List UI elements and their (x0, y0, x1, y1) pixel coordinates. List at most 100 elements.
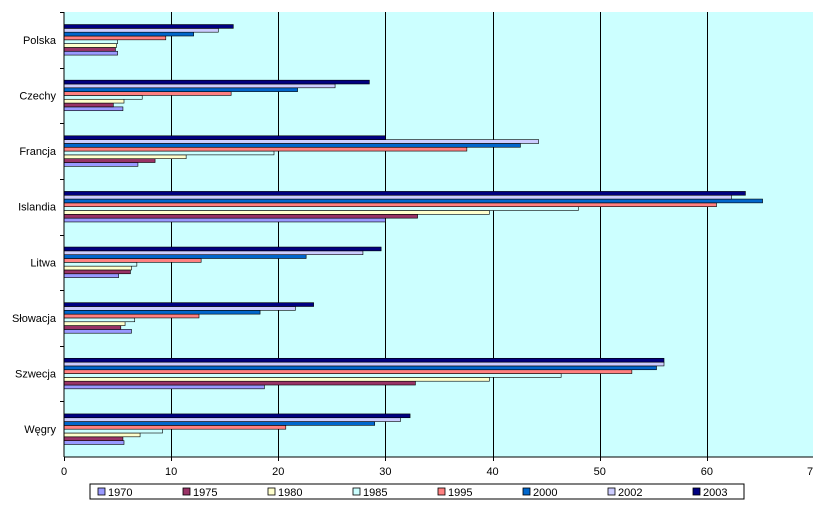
bar-1975-islandia (64, 214, 418, 218)
bar-1970-węgry (64, 441, 124, 445)
bar-2003-czechy (64, 80, 369, 84)
bar-1970-słowacja (64, 329, 132, 333)
category-label: Francja (19, 146, 57, 158)
category-label: Węgry (24, 424, 56, 436)
bar-1970-francja (64, 163, 138, 167)
bar-1970-litwa (64, 274, 119, 278)
category-label: Polska (23, 35, 57, 47)
bar-2003-polska (64, 25, 233, 29)
bar-1970-polska (64, 51, 118, 55)
legend-label: 2000 (533, 487, 557, 499)
legend-swatch (608, 488, 615, 495)
category-label: Litwa (30, 257, 57, 269)
x-tick-label: 0 (61, 466, 67, 478)
bar-1985-węgry (64, 429, 163, 433)
x-tick-label: 30 (379, 466, 391, 478)
bar-1995-litwa (64, 259, 201, 263)
bar-1975-szwecja (64, 381, 415, 385)
bar-1975-węgry (64, 437, 123, 441)
bar-2002-węgry (64, 418, 400, 422)
legend-swatch (353, 488, 360, 495)
bar-2003-szwecja (64, 358, 664, 362)
bar-1970-islandia (64, 218, 385, 222)
bar-1970-szwecja (64, 385, 264, 389)
bar-1985-słowacja (64, 318, 135, 322)
bar-1980-litwa (64, 266, 132, 270)
legend-label: 2003 (703, 487, 727, 499)
legend-swatch (268, 488, 275, 495)
bar-1970-czechy (64, 107, 123, 111)
bar-2000-szwecja (64, 366, 657, 370)
legend-swatch (98, 488, 105, 495)
x-tick-label: 20 (272, 466, 284, 478)
bar-2002-polska (64, 28, 218, 32)
bar-1995-węgry (64, 425, 286, 429)
plot-area (64, 12, 813, 457)
legend-label: 2002 (618, 487, 642, 499)
bar-1985-czechy (64, 95, 142, 99)
legend-label: 1980 (278, 487, 302, 499)
bar-2000-islandia (64, 199, 763, 203)
bar-1985-islandia (64, 207, 578, 211)
category-label: Islandia (18, 202, 57, 214)
bar-2000-czechy (64, 88, 298, 92)
bar-2003-węgry (64, 414, 410, 418)
bar-2002-czechy (64, 84, 335, 88)
legend-swatch (693, 488, 700, 495)
bar-1995-szwecja (64, 370, 632, 374)
x-tick-label: 10 (165, 466, 177, 478)
bar-1985-szwecja (64, 374, 561, 378)
bar-2003-islandia (64, 191, 745, 195)
bar-1975-polska (64, 47, 115, 51)
bar-1980-słowacja (64, 322, 125, 326)
bar-1980-francja (64, 155, 186, 159)
bar-2002-słowacja (64, 306, 295, 310)
category-label: Czechy (19, 90, 56, 102)
legend: 1970 1975 1980 1985 1995 2000 2002 2003 (90, 484, 744, 499)
category-label: Słowacja (12, 313, 57, 325)
bar-1995-polska (64, 36, 166, 40)
category-label: Szwecja (15, 369, 57, 381)
x-tick-label: 7 (807, 466, 813, 478)
bar-2000-słowacja (64, 310, 260, 314)
x-tick-label: 40 (486, 466, 498, 478)
y-tick-labels: Polska Czechy Francja Islandia Litwa Słowacja… (12, 13, 64, 437)
bar-1980-polska (64, 44, 117, 48)
bar-1975-słowacja (64, 326, 121, 330)
bar-2003-francja (64, 136, 385, 140)
legend-label: 1985 (363, 487, 387, 499)
bar-1995-francja (64, 147, 467, 151)
bar-1980-szwecja (64, 377, 489, 381)
bar-1985-polska (64, 40, 118, 44)
bar-2003-litwa (64, 247, 381, 251)
bar-2002-litwa (64, 251, 363, 255)
bar-1985-litwa (64, 262, 137, 266)
bar-2000-węgry (64, 422, 375, 426)
legend-label: 1970 (108, 487, 132, 499)
bar-2000-francja (64, 143, 520, 147)
bar-1995-słowacja (64, 314, 199, 318)
legend-swatch (183, 488, 190, 495)
bar-1975-czechy (64, 103, 113, 107)
bar-2000-polska (64, 32, 194, 36)
x-tick-label: 50 (594, 466, 606, 478)
bar-1995-czechy (64, 92, 231, 96)
x-tick-label: 60 (701, 466, 713, 478)
legend-swatch (438, 488, 445, 495)
bar-1980-węgry (64, 433, 140, 437)
x-tick-labels: 0 10 20 30 40 50 60 7 (61, 457, 813, 478)
bar-2002-islandia (64, 195, 732, 199)
bar-2000-litwa (64, 255, 306, 259)
bar-1980-islandia (64, 211, 489, 215)
legend-label: 1995 (448, 487, 472, 499)
bar-2003-słowacja (64, 303, 314, 307)
legend-swatch (523, 488, 530, 495)
bar-1980-czechy (64, 99, 124, 103)
legend-label: 1975 (193, 487, 217, 499)
bar-2002-szwecja (64, 362, 664, 366)
bar-1995-islandia (64, 203, 717, 207)
bar-1975-francja (64, 159, 155, 163)
bar-2002-francja (64, 140, 539, 144)
